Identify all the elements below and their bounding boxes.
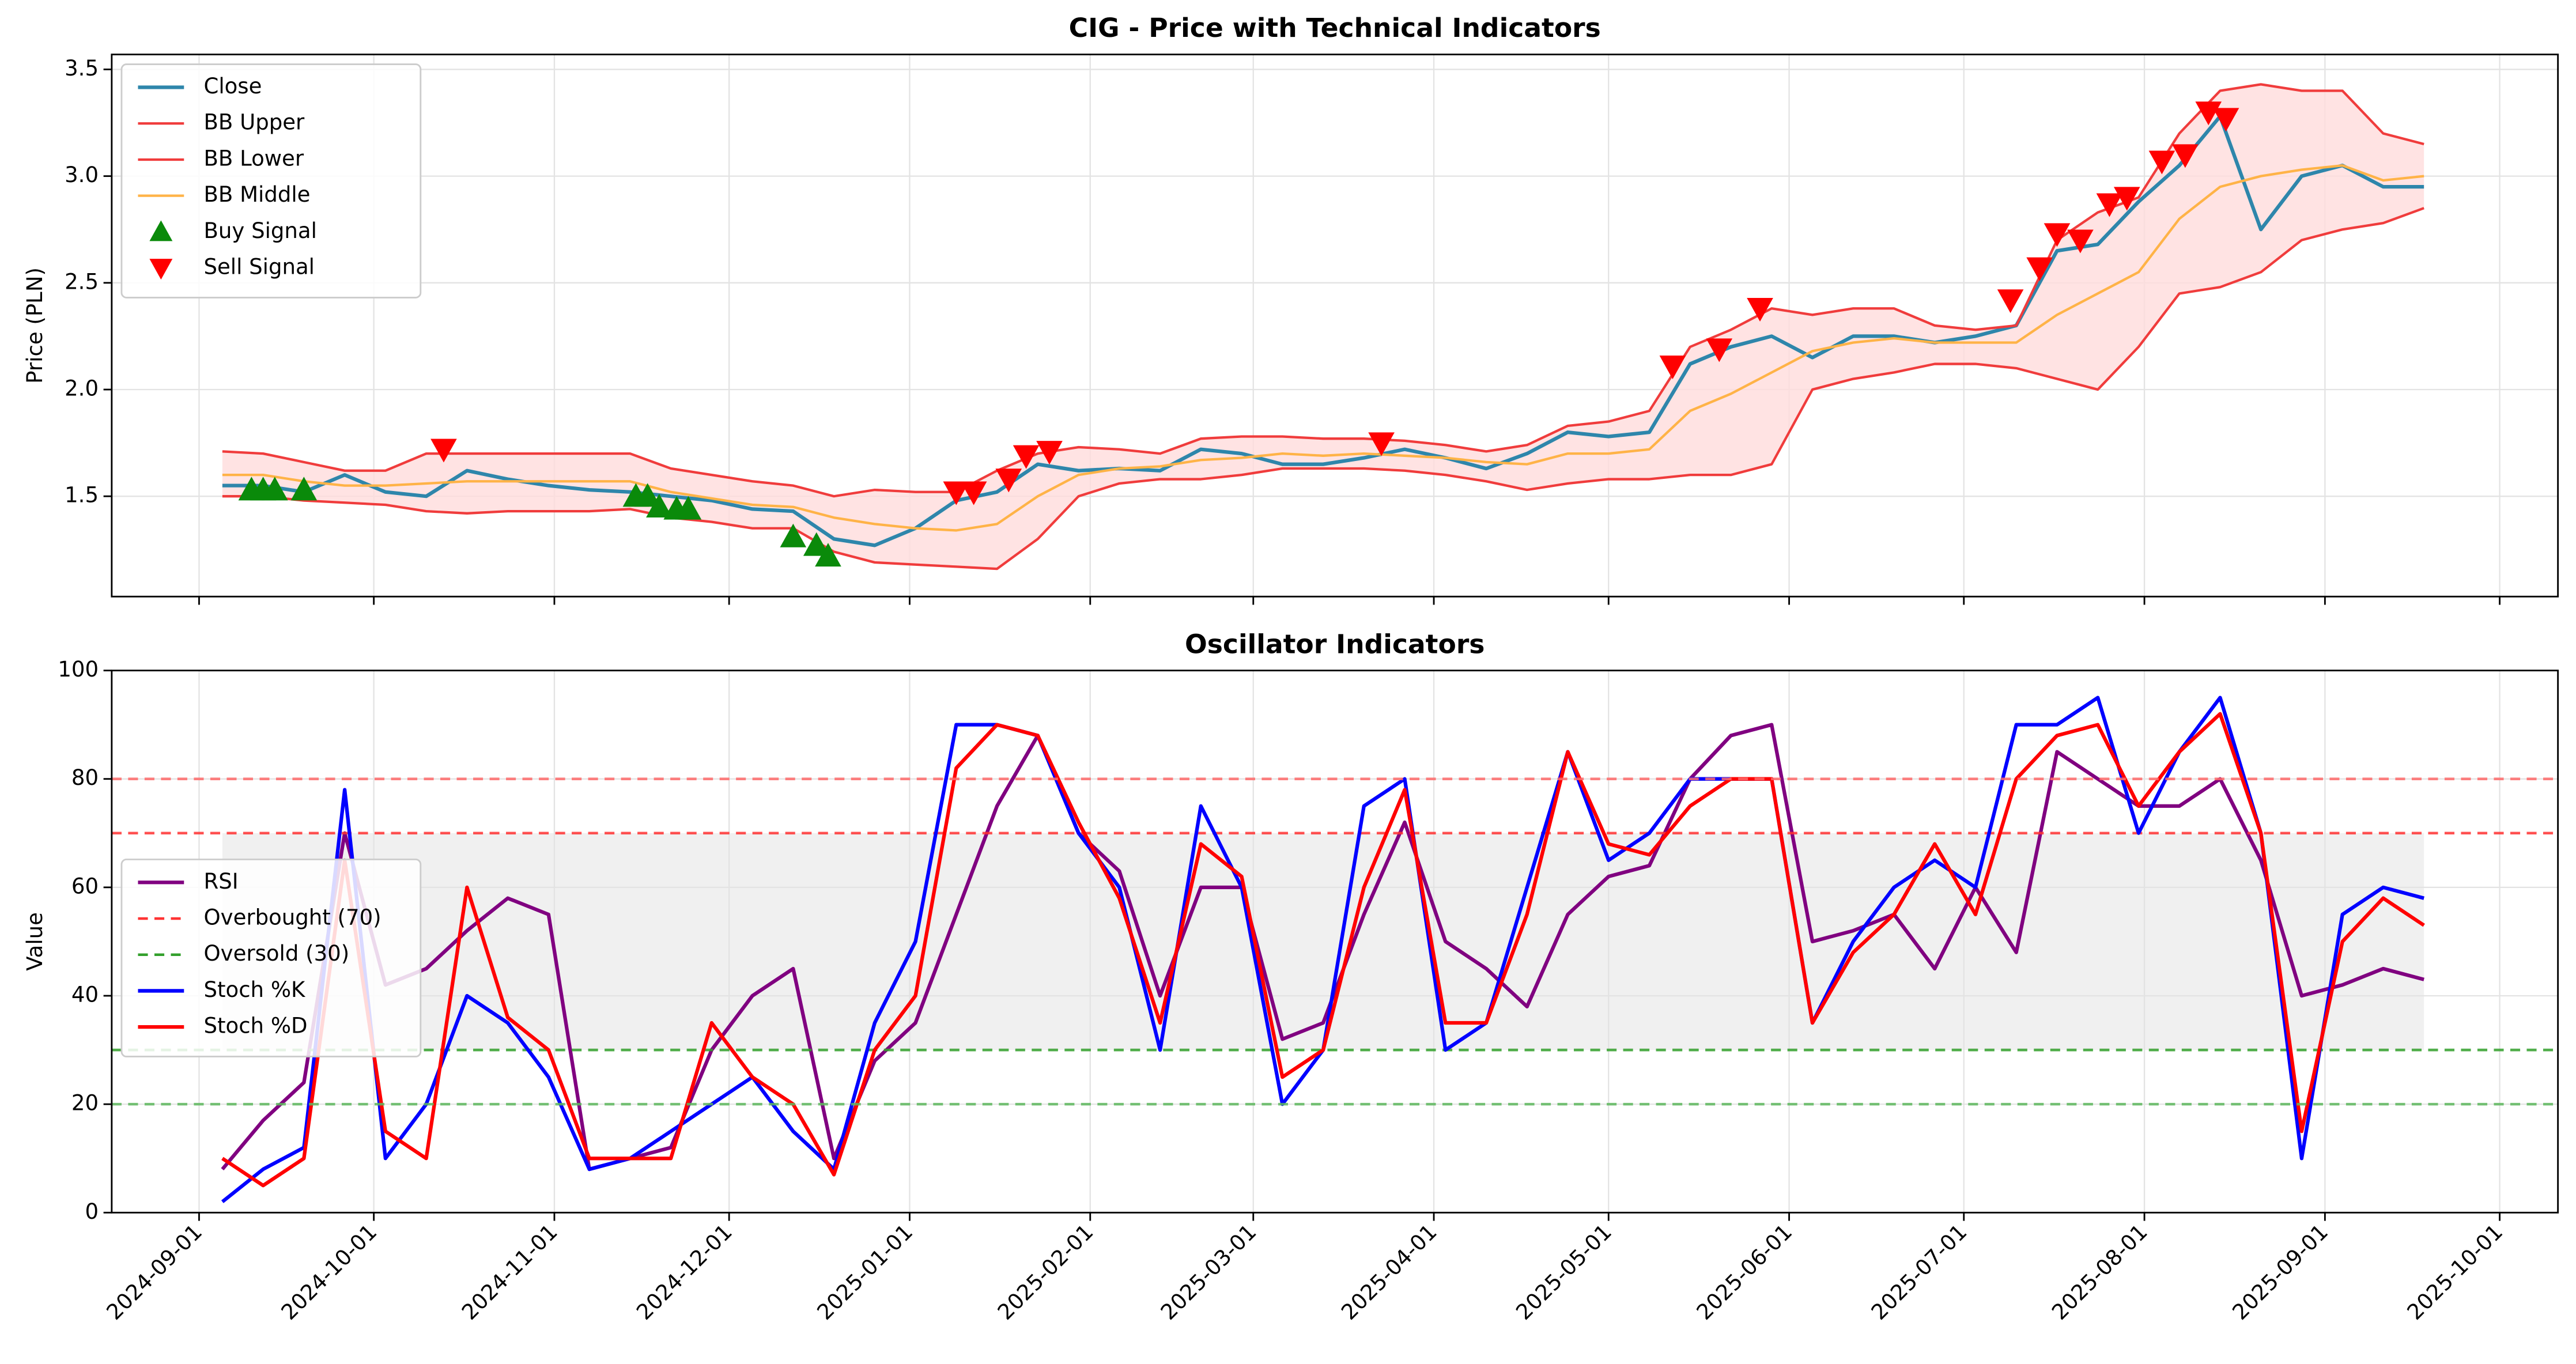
series-line bbox=[221, 712, 2425, 1188]
signal-marker bbox=[1659, 356, 1686, 380]
signal-marker bbox=[1036, 441, 1063, 465]
y-tick-label: 2.5 bbox=[65, 269, 99, 294]
legend-label: BB Middle bbox=[203, 182, 310, 207]
signal-marker bbox=[1706, 338, 1733, 362]
signal-marker bbox=[675, 496, 702, 520]
legend-label: Buy Signal bbox=[203, 218, 316, 243]
y-axis-label: Value bbox=[22, 912, 47, 971]
axes-frame bbox=[111, 670, 2559, 1214]
legend-box bbox=[120, 63, 422, 299]
y-tick-label: 3.5 bbox=[65, 56, 99, 81]
signal-marker bbox=[780, 523, 807, 547]
legend-label: Sell Signal bbox=[203, 255, 314, 279]
chart-title: CIG - Price with Technical Indicators bbox=[1069, 13, 1601, 43]
legend-label: Stoch %K bbox=[203, 977, 306, 1002]
signal-marker bbox=[1013, 445, 1040, 469]
signal-marker bbox=[995, 468, 1022, 493]
y-tick-label: 1.5 bbox=[65, 483, 99, 508]
y-tick-label: 2.0 bbox=[65, 376, 99, 400]
signal-marker bbox=[1747, 298, 1773, 322]
shaded-band bbox=[222, 833, 2424, 1051]
y-tick-label: 40 bbox=[71, 982, 99, 1007]
band-fill bbox=[222, 84, 2424, 569]
legend-label: Oversold (30) bbox=[203, 941, 349, 966]
signal-marker bbox=[262, 477, 288, 501]
signal-marker bbox=[1997, 289, 2024, 313]
y-tick-label: 80 bbox=[71, 765, 99, 790]
signal-marker bbox=[2212, 108, 2239, 132]
legend-box bbox=[120, 858, 422, 1057]
y-tick-label: 100 bbox=[58, 657, 99, 682]
signal-marker bbox=[646, 493, 673, 517]
legend-label: BB Lower bbox=[203, 146, 304, 171]
legend-label: RSI bbox=[203, 869, 238, 894]
legend-label: Close bbox=[203, 74, 262, 99]
y-tick-label: 0 bbox=[85, 1199, 99, 1224]
y-axis-label: Price (PLN) bbox=[22, 267, 47, 384]
series-line bbox=[222, 164, 2424, 532]
signal-marker bbox=[1368, 432, 1395, 456]
signal-marker bbox=[2195, 101, 2222, 126]
panel: CIG - Price with Technical Indicators Pri… bbox=[22, 13, 2559, 605]
signal-marker bbox=[815, 543, 841, 567]
legend-marker bbox=[149, 220, 173, 241]
signal-marker bbox=[634, 483, 661, 507]
signal-marker bbox=[2096, 193, 2123, 217]
legend-marker bbox=[149, 259, 173, 280]
legend-label: Stoch %D bbox=[203, 1014, 307, 1038]
y-tick-label: 60 bbox=[71, 874, 99, 898]
signal-marker bbox=[2113, 187, 2140, 211]
legend: Close BB Upper BB Lower BB Middle Buy Signal… bbox=[120, 63, 422, 299]
signal-marker bbox=[2026, 257, 2053, 281]
chart-title: Oscillator Indicators bbox=[1185, 629, 1485, 659]
signal-marker bbox=[430, 439, 457, 463]
signal-marker bbox=[2044, 223, 2071, 247]
legend-label: Overbought (70) bbox=[203, 905, 381, 930]
signal-marker bbox=[2067, 229, 2094, 254]
signal-marker bbox=[2148, 150, 2175, 175]
signal-marker bbox=[960, 481, 987, 505]
axes-frame bbox=[111, 54, 2559, 598]
y-tick-label: 20 bbox=[71, 1091, 99, 1116]
legend: RSI Overbought (70) Oversold (30) Stoch %K S… bbox=[120, 858, 422, 1057]
series-line bbox=[222, 114, 2424, 547]
y-tick-label: 3.0 bbox=[65, 163, 99, 187]
signal-marker bbox=[943, 481, 970, 505]
signal-marker bbox=[290, 477, 318, 501]
series-line bbox=[222, 207, 2424, 570]
legend-label: BB Upper bbox=[203, 110, 305, 135]
signal-marker bbox=[803, 532, 830, 556]
signal-marker bbox=[2172, 144, 2199, 168]
